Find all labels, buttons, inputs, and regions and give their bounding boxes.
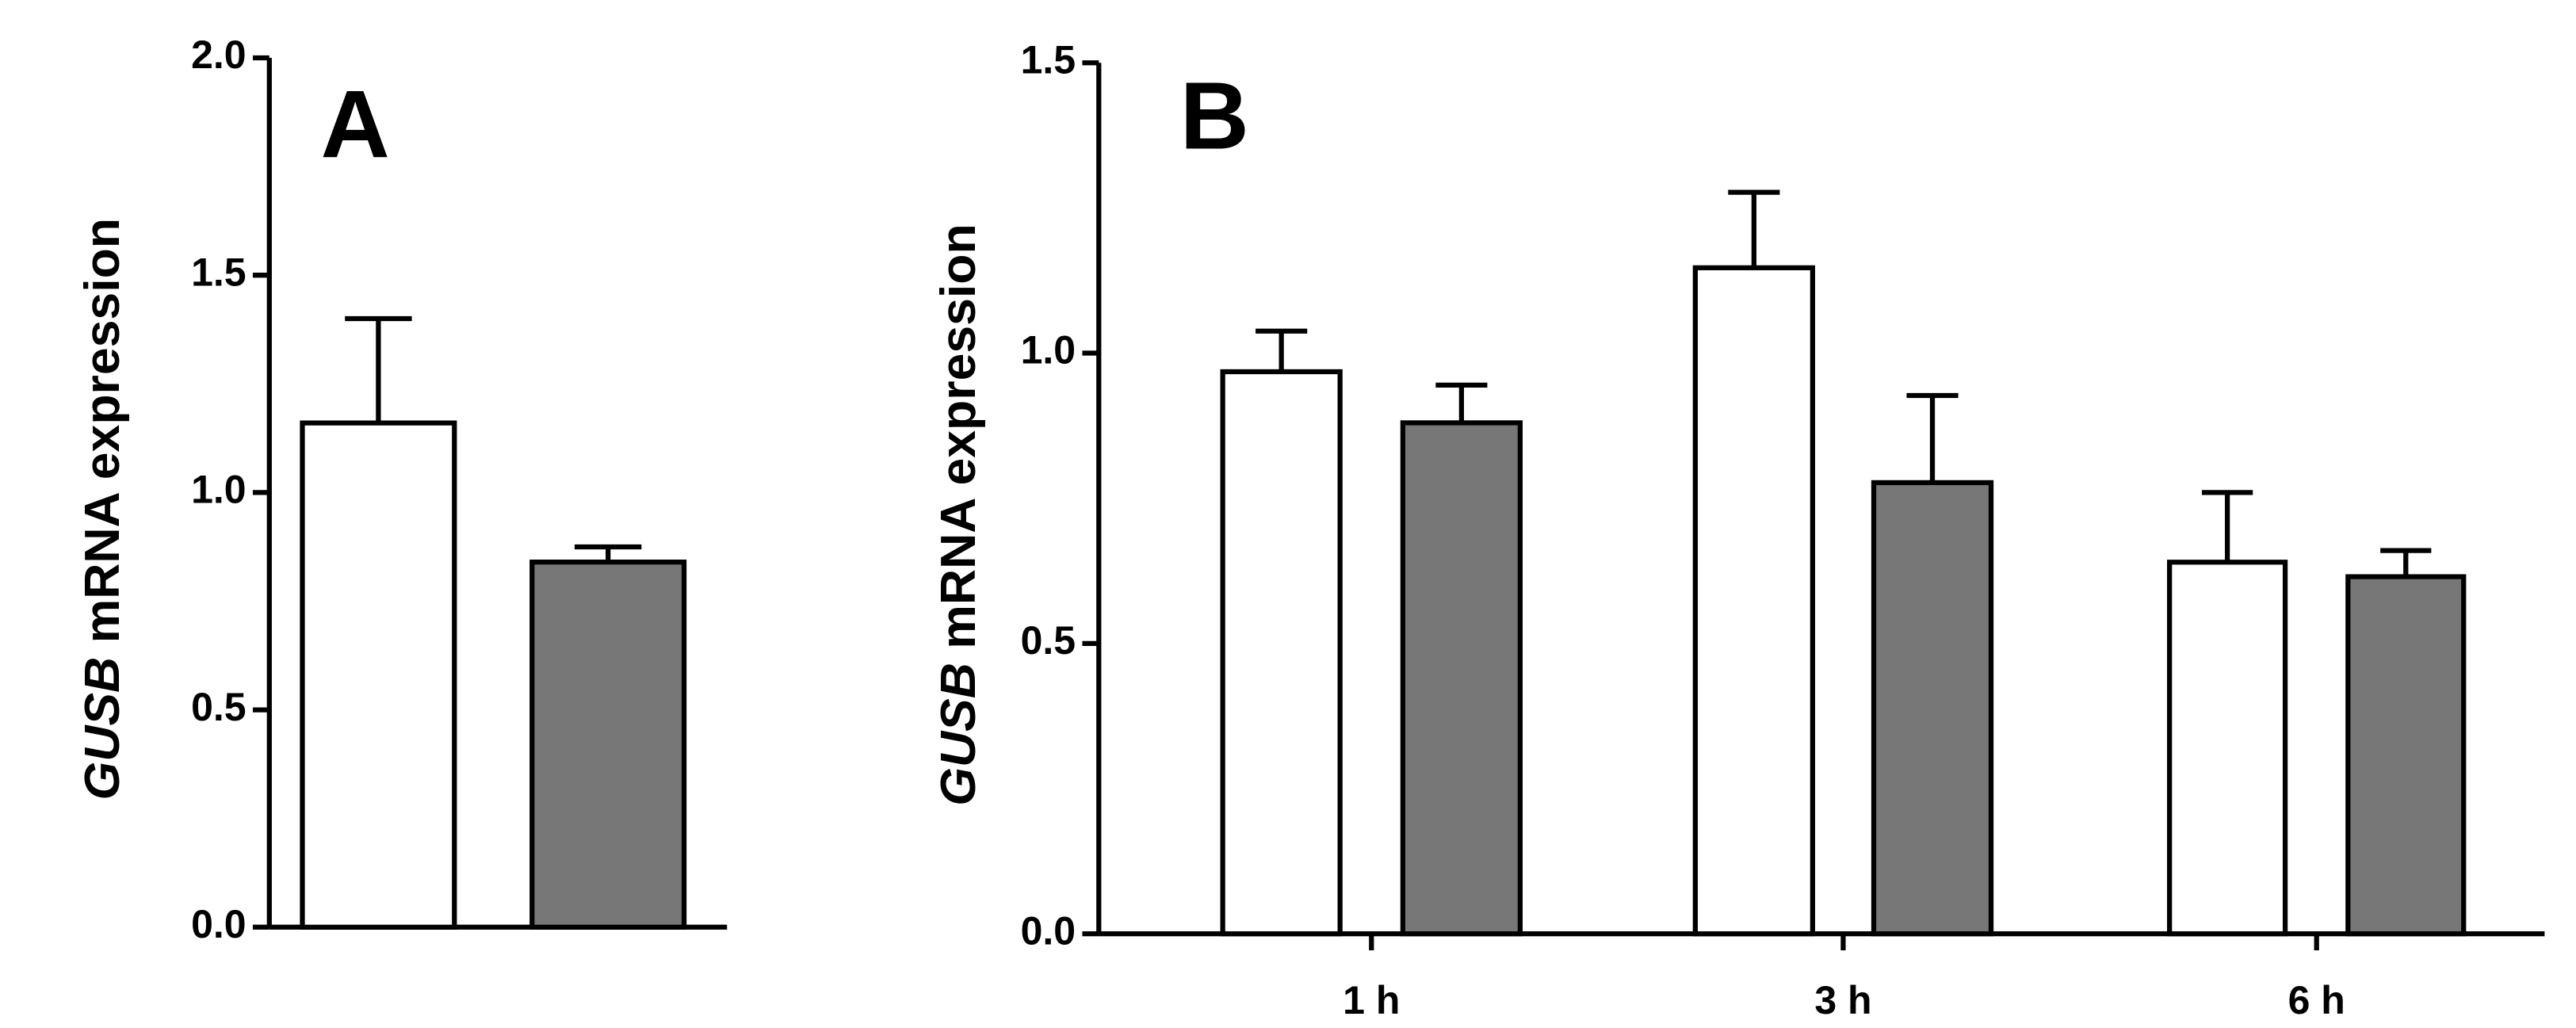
y-tick-label: 1.0 (191, 468, 247, 512)
y-axis-label-rest: mRNA expression (931, 224, 986, 648)
y-tick-label: 0.5 (191, 685, 247, 729)
bar (529, 560, 687, 930)
x-tick-label: 3 h (1814, 978, 1871, 1022)
x-tick-label: 6 h (2288, 978, 2345, 1022)
bar (1220, 369, 1343, 937)
y-tick-label: 1.5 (191, 250, 247, 294)
bar (1871, 480, 1994, 937)
y-tick-label: 1.0 (1021, 328, 1076, 373)
y-tick-label: 0.5 (1021, 618, 1076, 663)
y-axis-label-italic: GUSB (75, 657, 130, 801)
panel-label: B (1180, 63, 1249, 170)
x-tick-label: 1 h (1343, 978, 1400, 1022)
bar (2167, 560, 2288, 937)
bar (2345, 574, 2467, 937)
y-axis-label: GUSB mRNA expression (75, 218, 130, 800)
bar (1692, 265, 1816, 937)
bar (1400, 420, 1523, 937)
y-tick-label: 0.0 (1021, 908, 1076, 953)
y-axis-label: GUSB mRNA expression (931, 224, 986, 805)
y-axis-label-italic: GUSB (931, 663, 986, 806)
panel-label: A (321, 71, 390, 178)
y-tick-label: 0.0 (191, 902, 247, 946)
bar (300, 420, 457, 930)
y-tick-label: 2.0 (191, 32, 247, 77)
y-tick-label: 1.5 (1021, 37, 1076, 82)
y-axis-label-rest: mRNA expression (75, 218, 130, 643)
